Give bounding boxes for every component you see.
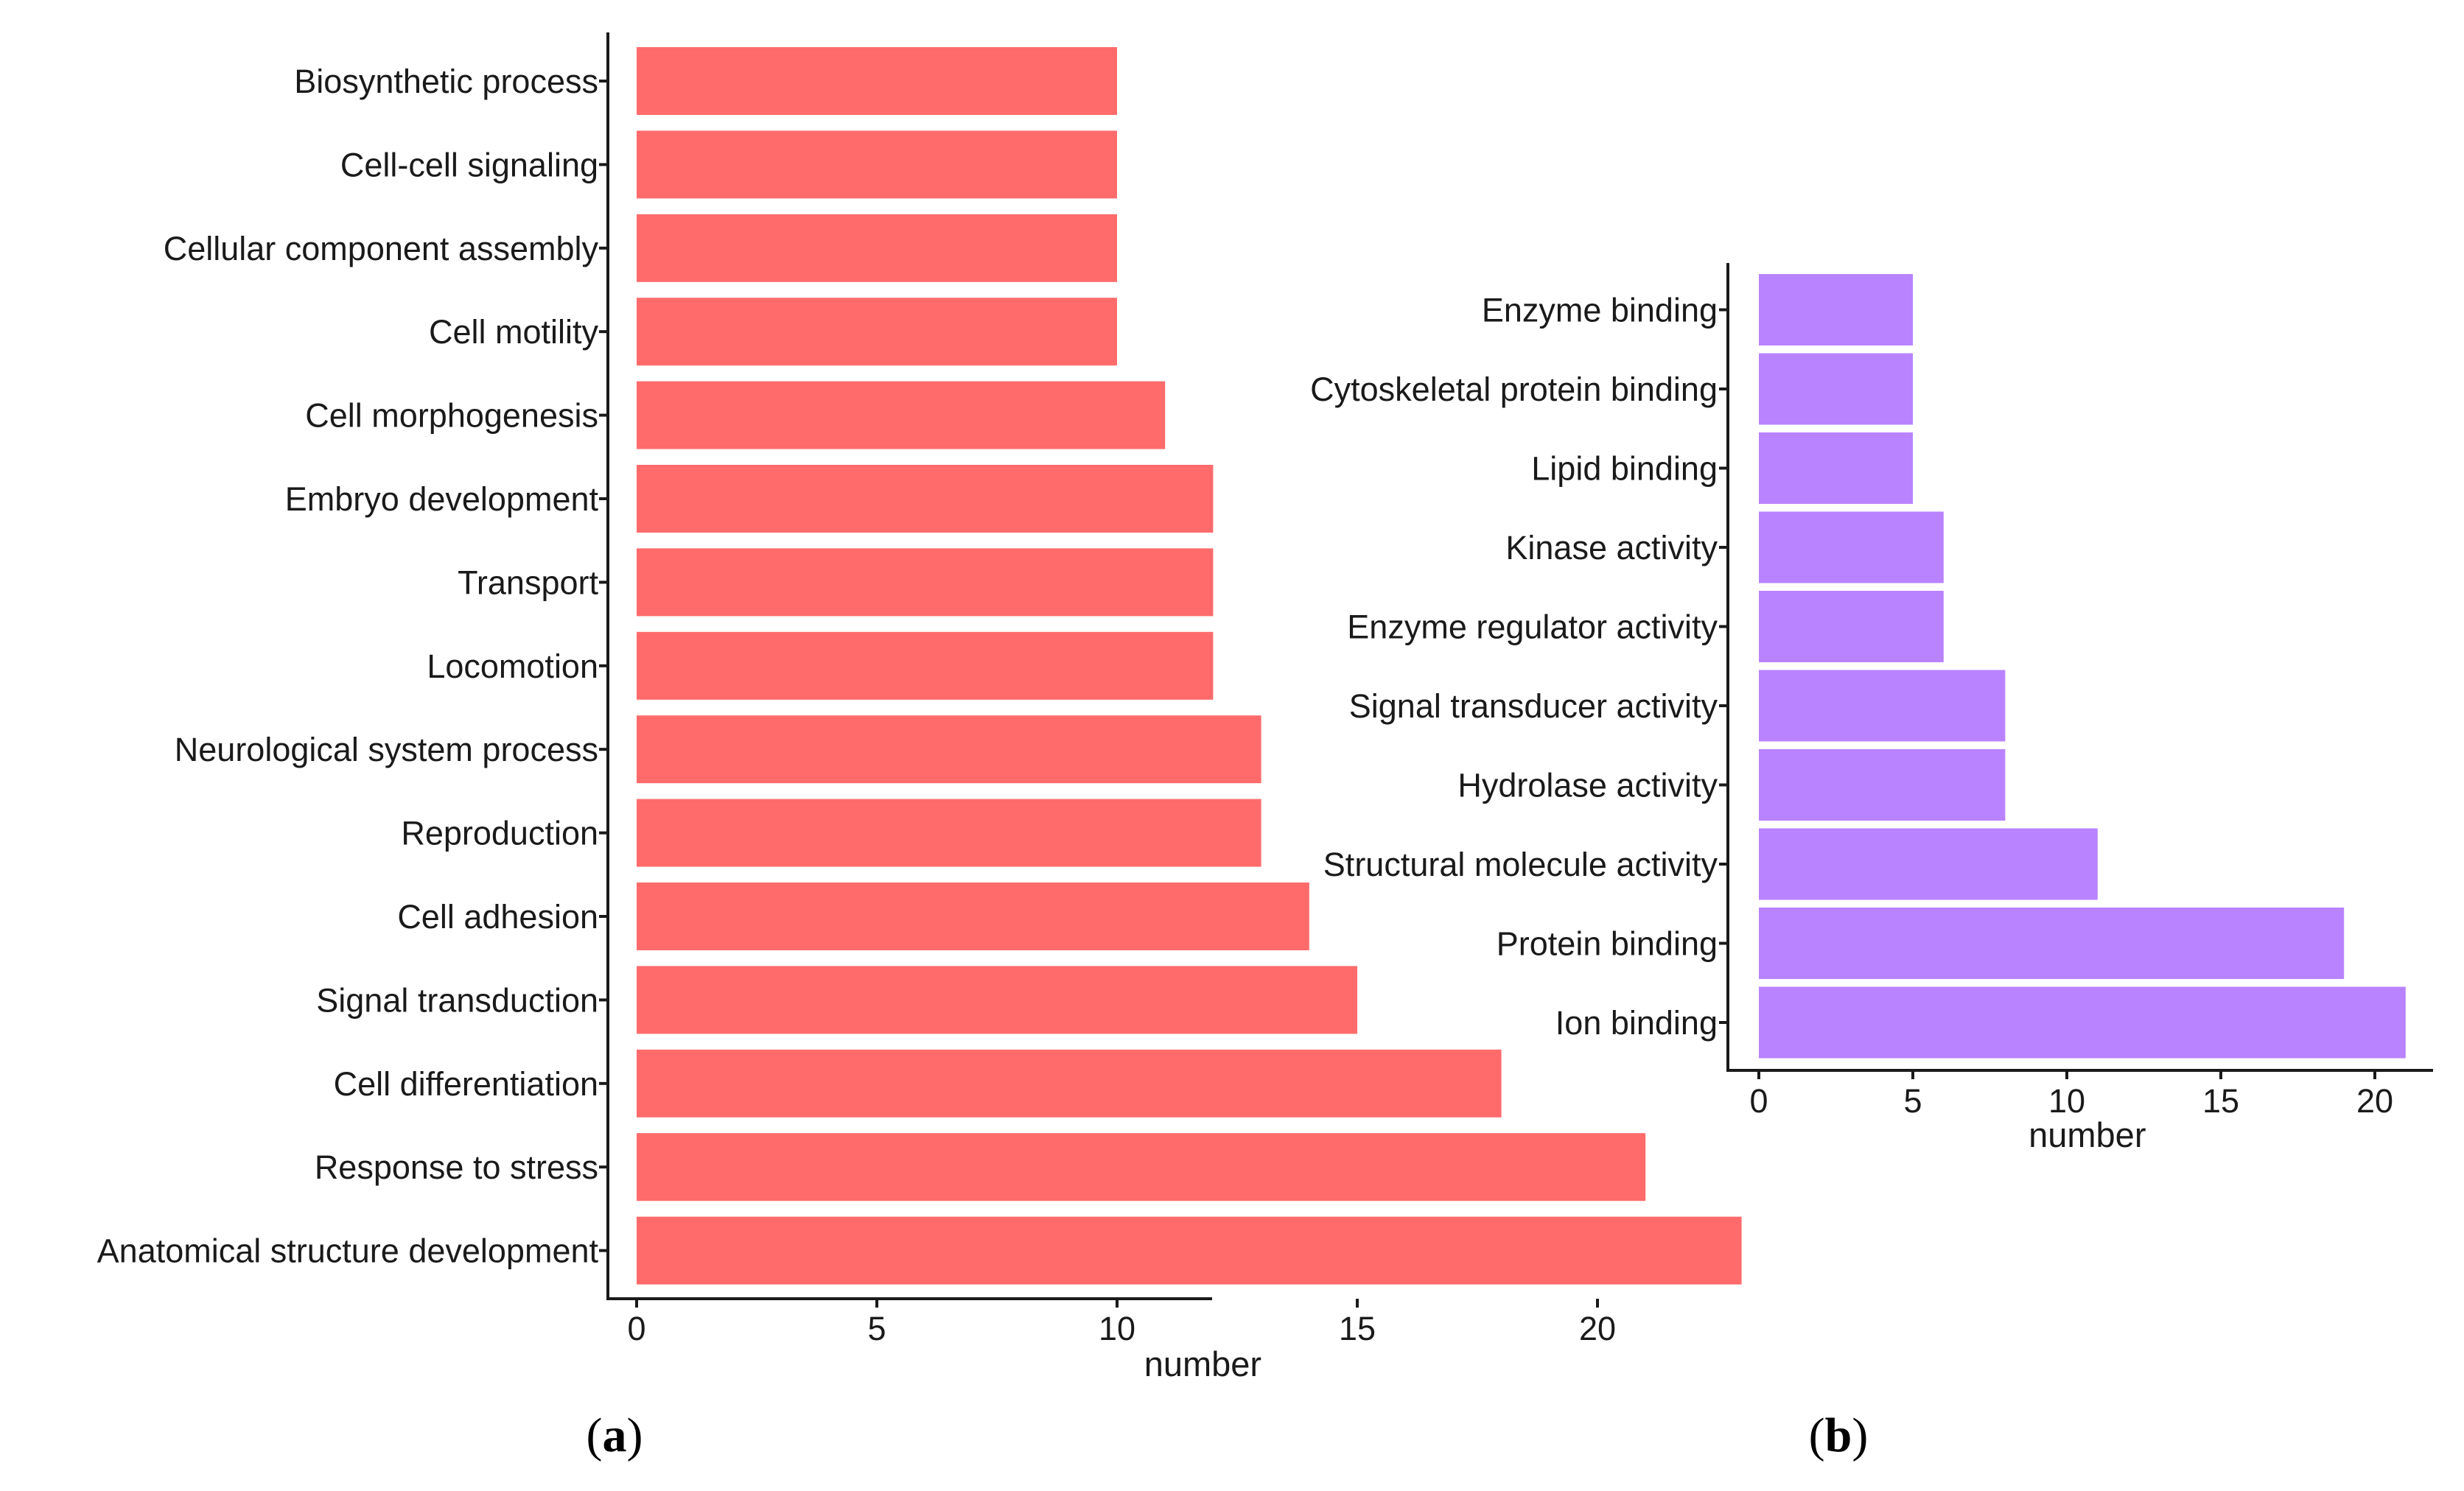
panel-a-category-label: Reproduction [401,815,598,852]
panel-b-category-label: Hydrolase activity [1457,767,1718,804]
panel-b-x-tick-label: 10 [2048,1082,2085,1120]
panel-a-x-tick-label: 0 [627,1310,645,1347]
panel-a-category-label: Cell morphogenesis [305,397,598,435]
panel-a-category-label: Anatomical structure development [97,1232,599,1270]
panel-a-bar [637,47,1117,115]
panel-a-bar [637,381,1166,449]
panel-b-bar [1759,986,2406,1059]
panel-a-category-label: Signal transduction [316,981,598,1019]
panel-a-x-tick-label: 20 [1579,1310,1616,1347]
panel-b-chart: Enzyme binding Cytoskeletal protein bindi… [1310,263,2433,1462]
panel-a-category-label: Cell adhesion [397,898,598,936]
panel-a-bar [637,631,1214,700]
panel-a-category-label: Embryo development [285,480,599,518]
panel-a-category-label: Cellular component assembly [164,230,599,267]
panel-a-category-label: Cell motility [429,313,599,351]
panel-b-x-tick-label: 5 [1903,1082,1922,1120]
panel-a-category-label: Transport [458,564,598,601]
panel-a-category-label: Cell-cell signaling [340,146,598,183]
panel-b-bar [1759,274,1913,345]
panel-a-bar [637,966,1357,1034]
panel-b-bar [1759,908,2345,979]
panel-a-bar [637,298,1117,366]
panel-a-label: (a) [587,1408,643,1462]
panel-a-x-tick-label: 5 [867,1310,886,1347]
panel-b-bar [1759,511,1944,583]
panel-b-bar [1759,828,2098,900]
panel-a-bar [637,130,1117,199]
panel-b-x-axis-title: number [2029,1115,2146,1154]
panel-a-x-axis-title: number [1144,1344,1261,1383]
panel-a-category-label: Biosynthetic process [294,63,598,100]
panel-b-category-label: Protein binding [1497,925,1718,963]
panel-a-category-label: Neurological system process [175,731,598,768]
panel-b-category-label: Enzyme binding [1482,292,1718,329]
panel-b-bar [1759,353,1913,425]
panel-b-category-label: Cytoskeletal protein binding [1310,371,1718,408]
panel-a-bar [637,1049,1502,1118]
panel-a-bar [637,465,1214,533]
panel-a-bar [637,715,1261,784]
panel-a-chart: Biosynthetic process Cell-cell signaling C… [97,32,1742,1462]
panel-b-bar [1759,591,1944,662]
panel-a-letter: a [603,1408,627,1462]
panel-a-category-label: Response to stress [315,1148,598,1186]
panel-a-bar [637,1133,1646,1201]
panel-a-category-label: Locomotion [427,648,598,685]
panel-a-category-label: Cell differentiation [334,1065,598,1103]
panel-a-x-tick-label: 10 [1099,1310,1135,1347]
panel-b-bar [1759,432,1913,504]
panel-b-category-label: Kinase activity [1505,529,1718,566]
panel-b-x-tick-label: 20 [2356,1082,2393,1120]
panel-b-label: (b) [1809,1408,1869,1462]
panel-b-bar [1759,670,2006,742]
panel-a-x-tick-label: 15 [1339,1310,1376,1347]
panel-a-bar [637,1216,1742,1285]
panel-b-letter: b [1825,1408,1852,1462]
panel-b-x-tick-label: 15 [2202,1082,2239,1120]
panel-a-bar [637,214,1117,282]
panel-b-bar [1759,749,2006,821]
panel-b-category-label: Signal transducer activity [1349,687,1718,725]
panel-a-bar [637,883,1309,950]
panel-b-category-label: Ion binding [1555,1004,1718,1042]
panel-b-category-label: Lipid binding [1531,450,1718,488]
panel-a-bar [637,799,1261,867]
panel-a-bar [637,548,1214,617]
panel-b-category-label: Structural molecule activity [1323,846,1718,883]
panel-b-category-label: Enzyme regulator activity [1347,608,1718,646]
panel-b-x-tick-label: 0 [1749,1082,1768,1120]
